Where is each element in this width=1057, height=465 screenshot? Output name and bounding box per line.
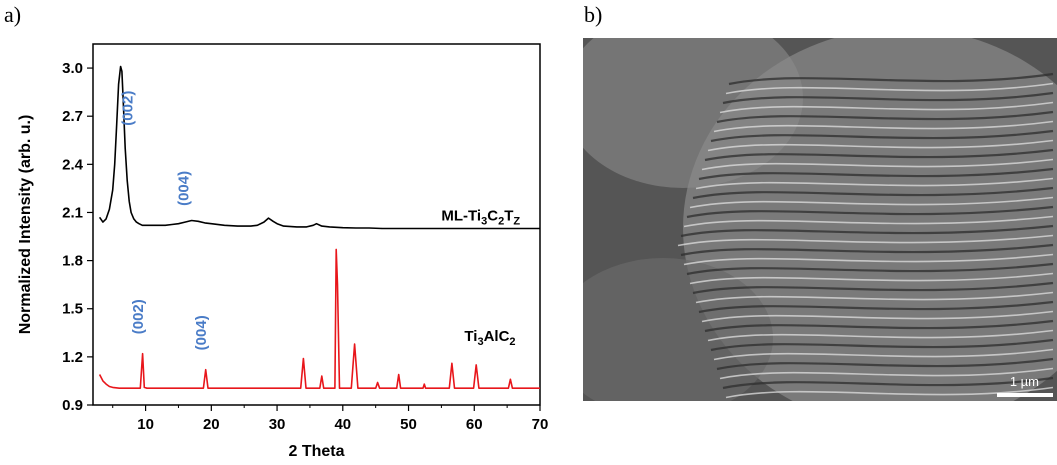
peak-annotation-3: (002) — [130, 299, 147, 334]
sem-layer — [722, 376, 1054, 390]
panel-label-a: a) — [4, 2, 22, 27]
series-line-1 — [98, 65, 540, 230]
y-tick-label: 2.7 — [62, 108, 83, 125]
sem-layer — [728, 72, 1054, 86]
sem-layer — [713, 120, 1054, 133]
sem-layer — [695, 291, 1054, 304]
sem-layer — [683, 253, 1054, 266]
y-tick-label: 1.8 — [62, 253, 83, 270]
series-label-1: ML-Ti3C2TZ — [441, 208, 520, 228]
x-tick-label: 30 — [269, 416, 286, 433]
x-tick-label: 10 — [137, 416, 154, 433]
sem-layer — [707, 329, 1054, 342]
sem-layer — [680, 224, 1054, 238]
sem-image: 1 µm — [583, 38, 1057, 401]
sem-layer — [677, 234, 1054, 247]
sem-layer — [689, 272, 1054, 285]
panel-label-b: b) — [584, 2, 603, 27]
scale-bar-label: 1 µm — [1009, 374, 1039, 389]
sem-layer — [701, 158, 1054, 171]
sem-layer — [686, 262, 1054, 276]
series-label-2: Ti3AlC2 — [464, 328, 515, 348]
sem-layer — [680, 243, 1054, 257]
sem-layer — [719, 367, 1054, 380]
sem-layers — [677, 72, 1054, 399]
sem-layer — [725, 82, 1054, 95]
sem-layer — [689, 196, 1054, 209]
xrd-chart: 10 20 30 40 50 60 70 0.9 1.2 1.5 1.8 2.1 2.4 2.7 3.0 2 … — [17, 43, 549, 460]
sem-layer — [722, 91, 1054, 105]
y-tick-label: 1.2 — [62, 349, 83, 366]
sem-layer — [692, 281, 1054, 295]
y-tick-label: 3.0 — [62, 60, 83, 77]
x-tick-label: 40 — [334, 416, 351, 433]
sem-layer — [704, 319, 1054, 333]
y-tick-label: 1.5 — [62, 301, 83, 318]
peak-annotation-4: (004) — [193, 315, 210, 350]
sem-layer — [710, 338, 1054, 352]
sem-layer — [725, 386, 1054, 399]
sem-layer — [701, 310, 1054, 323]
y-tick-label: 2.4 — [62, 156, 84, 173]
x-tick-label: 20 — [203, 416, 220, 433]
sem-layer — [713, 348, 1054, 361]
scale-bar — [997, 393, 1053, 397]
peak-annotation-1: (002) — [119, 91, 136, 126]
series-line-2 — [98, 248, 540, 390]
x-tick-label: 70 — [532, 416, 549, 433]
x-tick-label: 60 — [466, 416, 483, 433]
y-tick-label: 2.1 — [62, 204, 83, 221]
sem-layer — [695, 177, 1054, 190]
sem-layer — [683, 215, 1054, 228]
y-axis-label: Normalized Intensity (arb. u.) — [17, 115, 34, 335]
sem-texture — [583, 38, 1057, 401]
sem-layer — [698, 300, 1054, 314]
sem-layer — [692, 186, 1054, 200]
sem-layer — [716, 110, 1054, 124]
y-tick-label: 0.9 — [62, 397, 83, 414]
x-tick-label: 50 — [400, 416, 417, 433]
sem-layer — [710, 129, 1054, 143]
sem-layer — [698, 167, 1054, 181]
sem-layer — [707, 139, 1054, 152]
plot-frame — [92, 43, 541, 406]
sem-layer — [686, 205, 1054, 219]
sem-layer — [716, 357, 1054, 371]
x-axis-label: 2 Theta — [288, 443, 344, 460]
sem-layer — [719, 101, 1054, 114]
peak-annotation-2: (004) — [175, 171, 192, 206]
sem-layer — [704, 148, 1054, 162]
